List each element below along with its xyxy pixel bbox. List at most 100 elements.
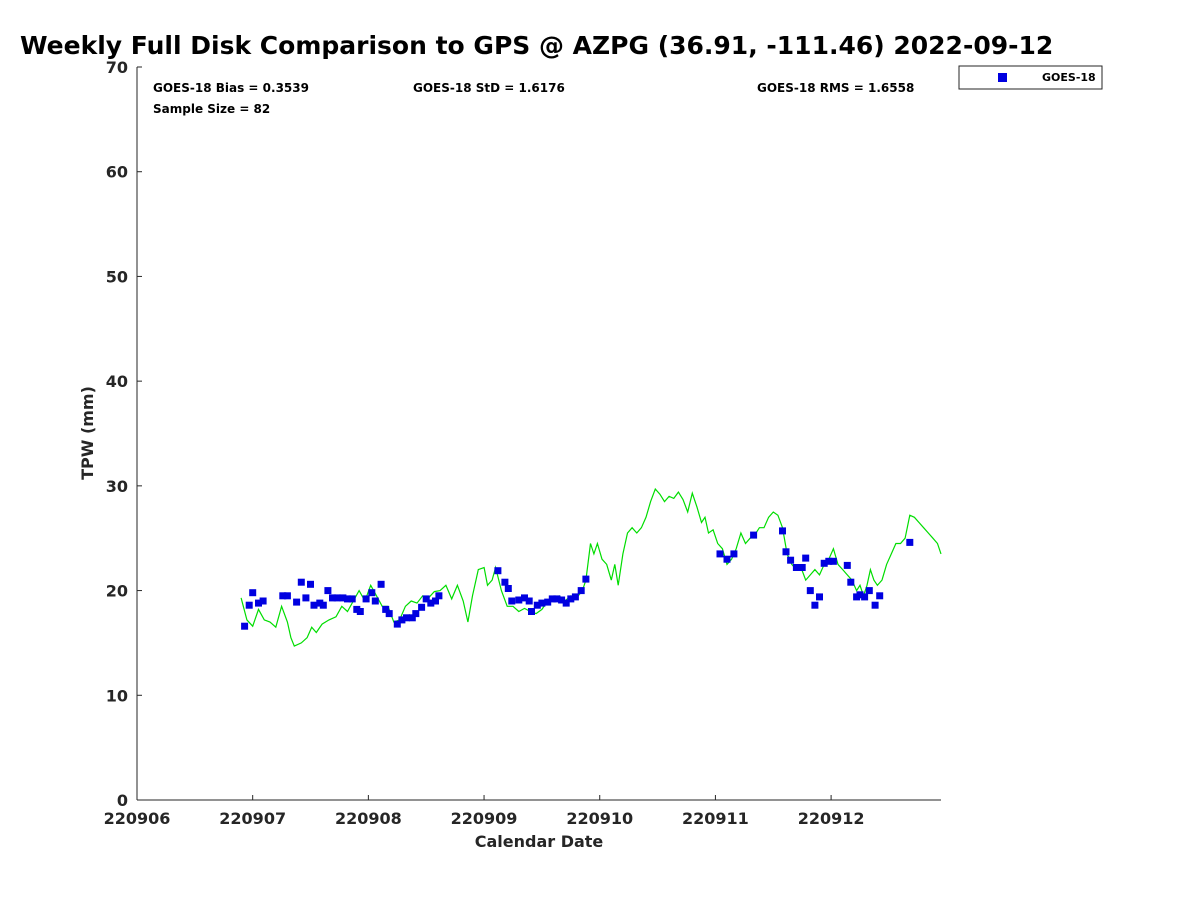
goes-18-point — [356, 608, 364, 615]
goes-18-point — [412, 610, 420, 618]
y-ticks: 0 10 20 30 40 50 60 70 — [106, 58, 142, 810]
goes-18-point — [297, 578, 305, 586]
goes-18-point — [508, 597, 516, 605]
goes-18-point — [811, 601, 819, 609]
goes-18-point — [382, 605, 390, 613]
stats-box: GOES-18 Bias = 0.3539 GOES-18 StD = 1.61… — [153, 81, 914, 116]
goes-18-point — [906, 538, 914, 546]
x-ticks: 220906 220907 220908 220909 220910 220911 2209… — [104, 795, 865, 828]
goes-18-point — [750, 531, 758, 539]
goes-18-point — [820, 559, 828, 567]
goes-18-point — [847, 578, 855, 586]
goes-18-point — [377, 580, 385, 588]
goes-18-point — [368, 589, 376, 597]
y-axis-label: TPW (mm) — [78, 386, 97, 480]
legend: GOES-18 — [958, 65, 1103, 90]
goes-18-point — [558, 596, 566, 604]
goes-18-point — [398, 616, 406, 624]
goes-18-point — [403, 614, 410, 622]
legend-box — [958, 65, 1103, 90]
legend-label-goes-18: GOES-18 — [1042, 71, 1096, 84]
goes-18-point — [876, 592, 884, 600]
goes-18-point — [324, 587, 332, 595]
goes-18-point — [521, 594, 528, 602]
goes-18-point — [279, 592, 287, 600]
axes — [136, 67, 941, 801]
goes-18-point — [259, 597, 267, 605]
goes-18-point — [435, 592, 443, 600]
goes-18-point — [825, 557, 833, 565]
goes-18-point — [871, 601, 879, 609]
goes-18-point — [843, 561, 851, 569]
y-tick-label: 20 — [106, 582, 128, 601]
x-axis-label: Calendar Date — [475, 832, 604, 851]
goes-18-point — [255, 599, 262, 607]
goes-18-point — [716, 550, 724, 558]
goes-18-point — [393, 620, 401, 628]
goes-18-point — [548, 595, 556, 603]
goes-18-point — [782, 548, 790, 556]
goes-18-point — [385, 610, 393, 618]
x-tick-label: 220907 — [219, 809, 286, 828]
y-tick-label: 60 — [106, 163, 128, 182]
goes-18-point — [348, 595, 356, 603]
goes-18-point — [787, 556, 795, 564]
x-tick-label: 220912 — [798, 809, 865, 828]
gps-series — [240, 487, 942, 647]
goes-18-point — [241, 622, 249, 630]
goes-18-point — [533, 601, 541, 609]
goes-18-point — [792, 564, 800, 571]
goes-18-point — [249, 589, 257, 597]
goes-18-point — [408, 614, 416, 622]
goes-18-point — [427, 599, 435, 607]
goes-18-point — [567, 595, 575, 603]
goes-18-point — [504, 585, 512, 592]
goes-18-point — [302, 594, 310, 602]
goes-18-point — [582, 575, 590, 583]
goes-18-point — [553, 595, 561, 603]
goes-18-point — [779, 527, 786, 535]
goes-18-point — [816, 593, 823, 601]
goes-18-point — [562, 599, 570, 607]
goes-18-point — [422, 595, 430, 603]
goes-18-point — [310, 601, 318, 609]
goes-18-point — [577, 587, 585, 595]
goes-18-point — [730, 550, 738, 558]
goes-18-point — [515, 596, 523, 604]
x-tick-label: 220910 — [566, 809, 633, 828]
goes-18-point — [861, 593, 869, 601]
goes-18-point — [418, 603, 426, 611]
goes-18-point — [307, 580, 314, 588]
goes-18-point — [494, 567, 502, 575]
goes-18-point — [802, 554, 810, 562]
legend-marker — [998, 73, 1007, 82]
goes-18-point — [333, 594, 341, 602]
y-tick-label: 50 — [106, 267, 128, 286]
goes-18-point — [829, 557, 837, 565]
goes-18-point — [329, 594, 336, 602]
x-tick-label: 220906 — [104, 809, 171, 828]
goes-18-point — [798, 564, 806, 571]
x-tick-label: 220909 — [451, 809, 518, 828]
y-tick-label: 30 — [106, 477, 128, 496]
goes-18-point — [344, 595, 351, 603]
y-tick-label: 0 — [117, 791, 128, 810]
goes-18-point — [723, 555, 731, 563]
y-tick-label: 40 — [106, 372, 128, 391]
goes-18-point — [538, 599, 546, 607]
chart-title: Weekly Full Disk Comparison to GPS @ AZP… — [20, 31, 1053, 60]
goes-18-series — [241, 527, 914, 630]
sample-size-stat: Sample Size = 82 — [153, 102, 270, 116]
goes-18-point — [339, 594, 347, 602]
goes-18-point — [245, 601, 253, 609]
goes-18-point — [501, 578, 509, 586]
std-stat: GOES-18 StD = 1.6176 — [413, 81, 565, 95]
y-tick-label: 70 — [106, 58, 128, 77]
goes-18-point — [856, 591, 864, 599]
goes-18-point — [525, 597, 533, 605]
goes-18-point — [362, 595, 370, 603]
x-tick-label: 220911 — [682, 809, 749, 828]
goes-18-point — [806, 587, 814, 595]
goes-18-point — [544, 598, 552, 606]
